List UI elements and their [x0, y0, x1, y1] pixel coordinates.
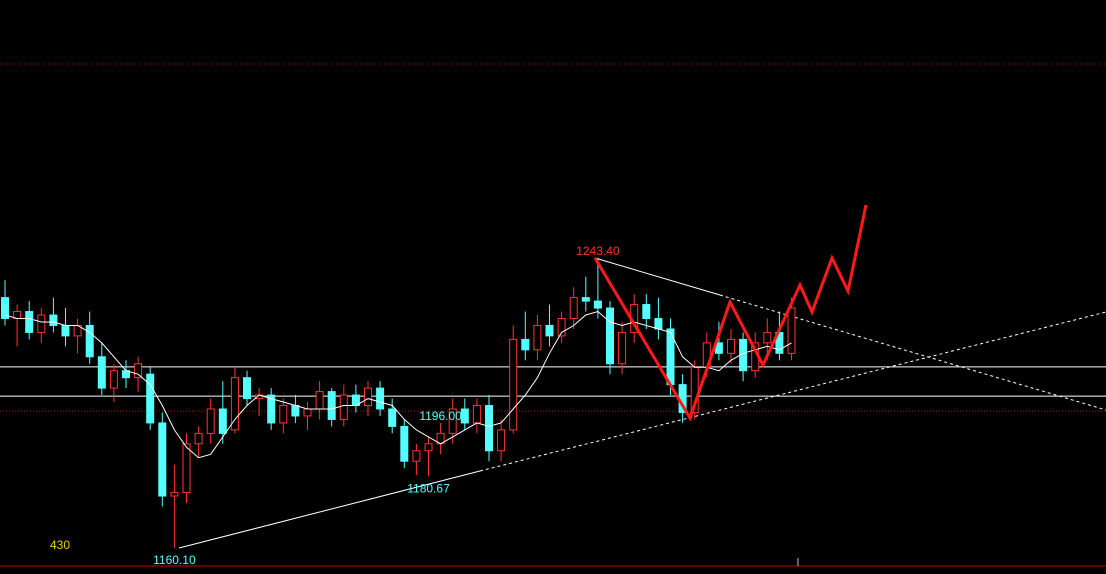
moving-average — [4, 310, 792, 459]
candle-body — [642, 304, 651, 320]
period-label: 430 — [50, 538, 70, 552]
candle-body — [400, 425, 409, 462]
candle-body — [448, 408, 457, 434]
candle-body — [593, 300, 602, 309]
annotation-label: 1160.10 — [153, 553, 196, 567]
candle-body — [424, 443, 433, 452]
candle-body — [364, 387, 372, 407]
candle-body — [727, 338, 735, 354]
candles — [1, 257, 796, 548]
candle-body — [158, 422, 167, 497]
resistance-line-extension — [719, 294, 1106, 411]
candle-body — [37, 314, 46, 333]
candle-body — [315, 391, 324, 410]
candle-body — [545, 324, 554, 337]
annotation-label: 1180.67 — [407, 481, 450, 495]
annotation-label: 1243.40 — [576, 244, 620, 258]
candle-body — [182, 443, 191, 494]
candle-body — [376, 387, 385, 410]
annotation-labels: 1243.40 1196.00 1180.67 1160.10 — [153, 244, 620, 567]
candle-body — [472, 405, 481, 424]
candle-body — [303, 408, 312, 417]
candle-body — [61, 324, 70, 337]
candle-body — [497, 429, 506, 452]
candle-body — [146, 373, 155, 424]
candle-body — [557, 318, 566, 337]
candle-body — [134, 363, 143, 379]
annotation-label: 1196.00 — [419, 409, 462, 423]
candle-body — [218, 408, 227, 434]
candle-body — [509, 338, 518, 431]
candle-body — [267, 394, 276, 424]
candle-body — [618, 331, 627, 365]
candle-body — [279, 405, 288, 424]
back-layer — [0, 63, 1106, 412]
candle-body — [521, 338, 530, 351]
candle-body — [581, 297, 590, 302]
candle-body — [412, 450, 421, 462]
candle-body — [763, 331, 772, 344]
candle-body — [206, 408, 215, 434]
candle-body — [654, 318, 663, 330]
candle-body — [533, 324, 542, 351]
candle-body — [25, 311, 34, 333]
candle-body — [485, 405, 493, 452]
candle-body — [230, 377, 239, 431]
candle-body — [291, 405, 300, 417]
candle-body — [85, 324, 94, 358]
candle-body — [388, 408, 397, 427]
candle-body — [460, 408, 469, 424]
candle-body — [1, 297, 9, 320]
candle-body — [327, 391, 336, 420]
trend-lines — [178, 257, 1106, 549]
resistance-line — [594, 257, 721, 296]
candle-body — [49, 314, 58, 326]
candle-body — [97, 356, 106, 389]
candle-body — [109, 370, 118, 389]
candle-body — [339, 394, 348, 420]
candle-body — [787, 307, 796, 354]
support-line — [178, 470, 481, 549]
candle-body — [606, 307, 614, 365]
projection-zigzag — [593, 204, 868, 422]
candle-body — [194, 432, 203, 445]
candle-body — [569, 297, 578, 320]
candle-body — [243, 377, 251, 400]
candle-body — [170, 492, 179, 497]
